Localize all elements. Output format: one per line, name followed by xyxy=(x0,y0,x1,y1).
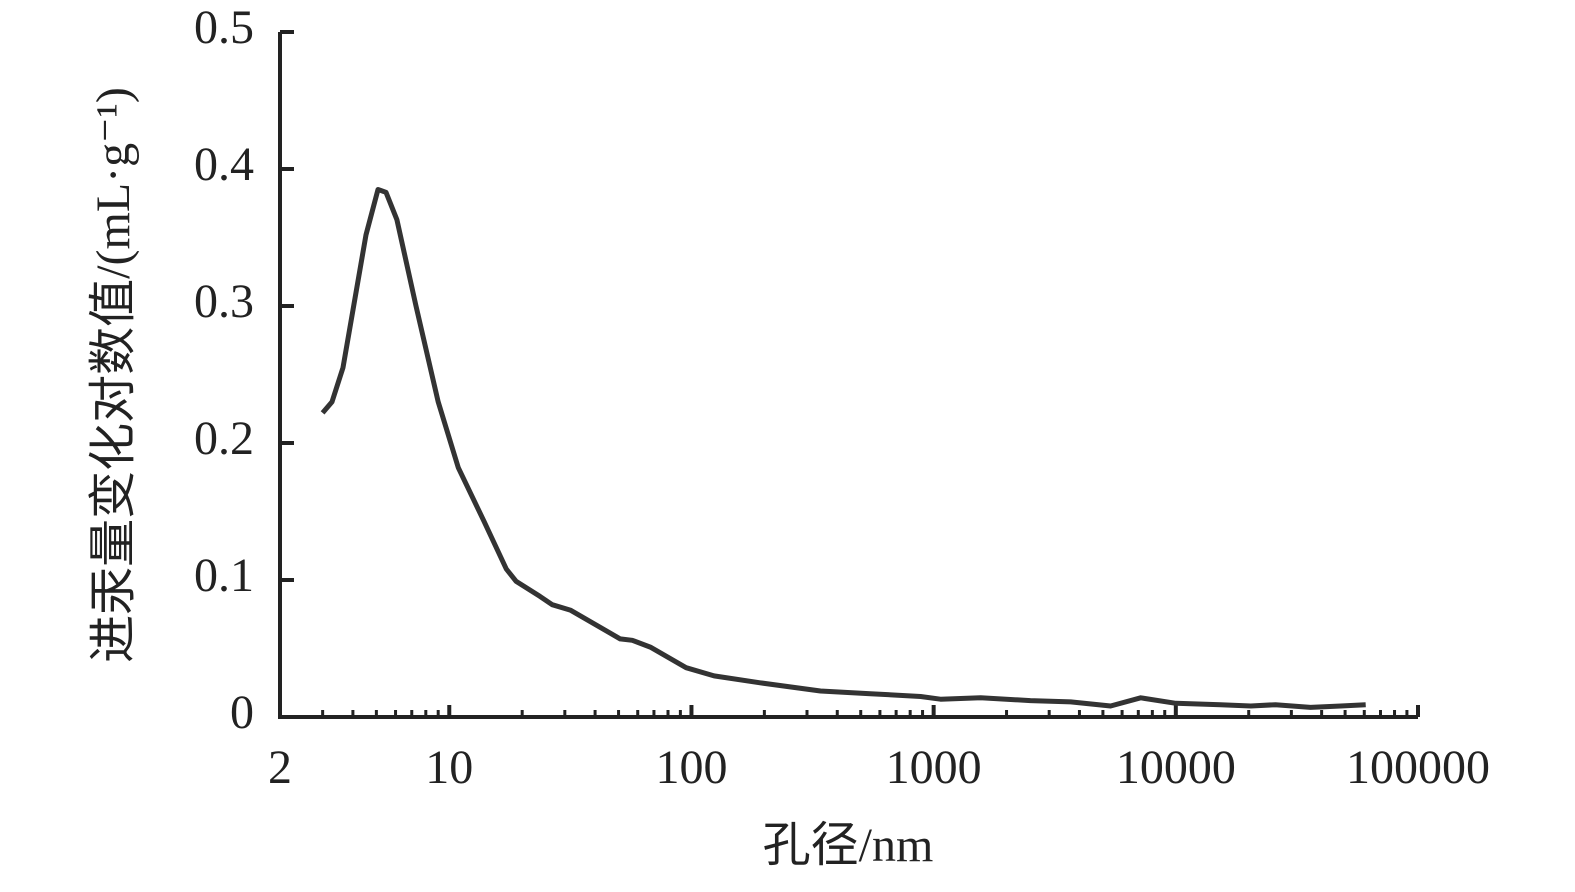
y-tick-label: 0.5 xyxy=(194,1,254,54)
y-tick-label: 0.3 xyxy=(194,275,254,328)
y-tick-label: 0.2 xyxy=(194,412,254,465)
y-tick-label: 0 xyxy=(230,686,254,739)
y-axis-label: 进汞量变化对数值/(mL·g⁻¹) xyxy=(87,87,140,663)
y-tick-label: 0.4 xyxy=(194,138,254,191)
x-tick-label: 2 xyxy=(268,741,292,794)
x-tick-label: 1000 xyxy=(886,741,982,794)
x-tick-label: 100000 xyxy=(1346,741,1490,794)
x-tick-label: 100 xyxy=(655,741,727,794)
data-line xyxy=(320,187,1366,710)
y-tick-label: 0.1 xyxy=(194,549,254,602)
x-axis-label: 孔径/nm xyxy=(763,819,934,872)
x-tick-label: 10 xyxy=(425,741,473,794)
x-tick-label: 10000 xyxy=(1116,741,1236,794)
